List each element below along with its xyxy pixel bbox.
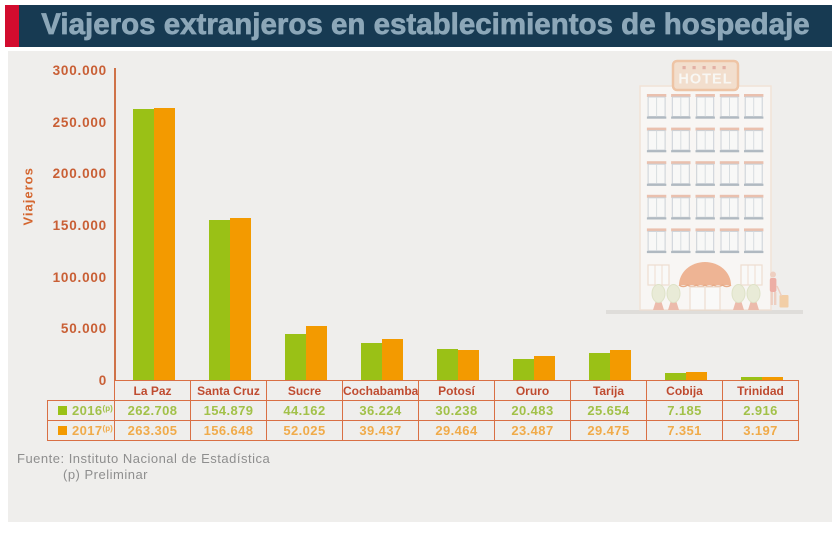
svg-text:HOTEL: HOTEL (678, 72, 732, 88)
